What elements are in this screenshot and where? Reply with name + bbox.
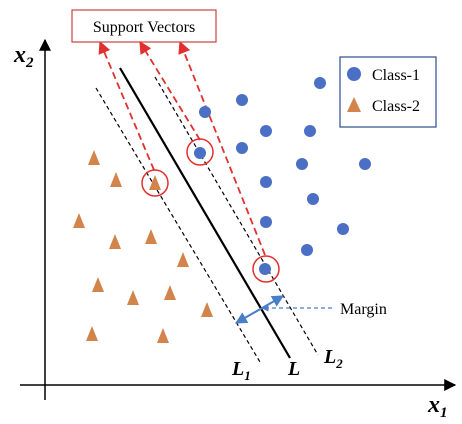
class-2-point bbox=[88, 150, 100, 165]
class-2-point bbox=[177, 252, 189, 267]
class-2-point bbox=[109, 234, 121, 249]
class-1-point bbox=[296, 158, 308, 170]
support-vectors-title: Support Vectors bbox=[93, 19, 195, 36]
class-2-point bbox=[73, 213, 85, 228]
x-axis-label: x1 bbox=[427, 392, 448, 421]
support-pointer-3 bbox=[178, 40, 266, 256]
class-1-point bbox=[194, 147, 206, 159]
class-1-point bbox=[260, 216, 272, 228]
class-1-point bbox=[236, 94, 248, 106]
class-2-point bbox=[145, 229, 157, 244]
class-1-point bbox=[307, 193, 319, 205]
margin-line-l2 bbox=[154, 76, 319, 356]
class-2-point bbox=[86, 326, 98, 341]
class-2-point bbox=[127, 290, 139, 305]
class-2-points bbox=[73, 150, 213, 343]
class-1-point bbox=[314, 77, 326, 89]
support-vectors-box bbox=[71, 9, 217, 43]
margin-line-l1 bbox=[95, 87, 261, 363]
class-1-point bbox=[260, 176, 272, 188]
y-axis-label: x2 bbox=[13, 42, 34, 71]
class-1-point bbox=[199, 106, 211, 118]
class-1-points bbox=[194, 77, 371, 275]
support-pointer-2 bbox=[139, 40, 201, 141]
legend-class-1-label: Class-1 bbox=[372, 67, 420, 84]
support-pointer-1 bbox=[98, 40, 155, 171]
support-vector-ring bbox=[141, 169, 169, 197]
class-1-point bbox=[236, 142, 248, 154]
class-1-point bbox=[301, 244, 313, 256]
class-1-point bbox=[337, 223, 349, 235]
class-1-point bbox=[359, 158, 371, 170]
class-1-point bbox=[304, 125, 316, 137]
class-1-point bbox=[260, 125, 272, 137]
support-vector-ring bbox=[252, 255, 280, 283]
legend-class-2-icon bbox=[347, 97, 361, 112]
class-2-point bbox=[110, 172, 122, 187]
class-2-point bbox=[201, 302, 213, 317]
support-vector-ring bbox=[186, 138, 214, 166]
class-2-point bbox=[149, 175, 161, 190]
margin-width-arrow bbox=[234, 295, 285, 324]
class-2-point bbox=[157, 328, 169, 343]
class-2-point bbox=[92, 277, 104, 292]
line-label-l: L bbox=[287, 358, 300, 380]
class-2-point bbox=[164, 285, 176, 300]
line-label-l2: L2 bbox=[323, 346, 343, 371]
class-1-point bbox=[259, 263, 271, 275]
margin-label: Margin bbox=[340, 301, 387, 318]
legend-class-2-label: Class-2 bbox=[372, 98, 420, 115]
line-label-l1: L1 bbox=[231, 358, 251, 383]
legend-class-1-icon bbox=[347, 67, 361, 81]
